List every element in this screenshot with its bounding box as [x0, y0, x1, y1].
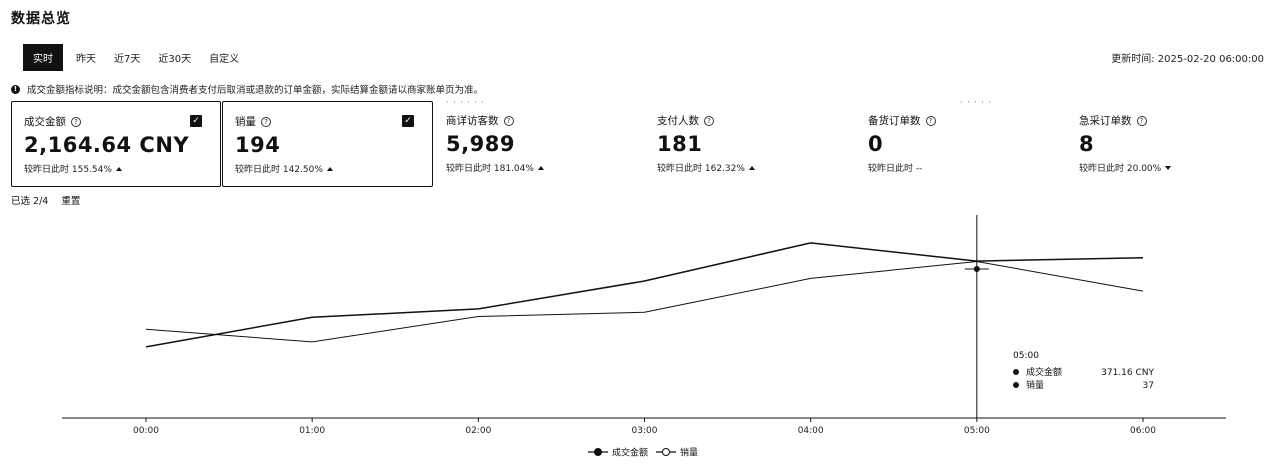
- compare-label: 较昨日此时: [24, 165, 70, 175]
- checkbox-checked[interactable]: ✓: [190, 115, 202, 127]
- help-icon[interactable]: ?: [261, 116, 271, 127]
- metric-card-sales[interactable]: 销量? 194 较昨日此时 142.50% ✓: [222, 101, 433, 187]
- trend-up-icon: [115, 167, 122, 171]
- legend-filled-dot-icon: [594, 448, 602, 456]
- notice-text: 成交金额指标说明：成交金额包含消费者支付后取消或退款的订单金额，实际结算金额请以…: [27, 85, 484, 96]
- tab-30days[interactable]: 近30天: [158, 54, 192, 65]
- tooltip-dot-icon: [1013, 369, 1019, 375]
- page-title: 数据总览: [11, 11, 71, 27]
- metric-cards: 成交金额? 2,164.64 CNY 较昨日此时 155.54% ✓ 销量? 1…: [11, 98, 1271, 187]
- tooltip-value: 371.16 CNY: [1101, 368, 1154, 378]
- legend-label[interactable]: 销量: [680, 447, 698, 459]
- legend-hollow-dot-icon: [662, 448, 670, 456]
- tab-7days[interactable]: 近7天: [114, 54, 141, 65]
- x-tick-label: 04:00: [798, 426, 824, 436]
- x-tick-label: 02:00: [465, 426, 491, 436]
- selected-count: 已选 2/4: [11, 196, 49, 207]
- compare-value: 181.04%: [493, 164, 534, 174]
- compare-label: 较昨日此时: [446, 164, 492, 174]
- tab-yesterday[interactable]: 昨天: [76, 54, 96, 65]
- tab-custom[interactable]: 自定义: [209, 54, 240, 65]
- help-icon[interactable]: ?: [704, 115, 714, 126]
- compare-label: 较昨日此时: [868, 164, 914, 174]
- compare-value: --: [915, 164, 923, 174]
- trend-down-icon: [1165, 166, 1172, 170]
- reset-button[interactable]: 重置: [61, 196, 81, 207]
- help-icon[interactable]: ?: [503, 115, 514, 126]
- trend-chart[interactable]: 00:00 01:00 02:00 03:00 04:00 05:00 06:00 05:0…: [0, 205, 1280, 473]
- trend-up-icon: [326, 167, 333, 171]
- metric-label: 销量: [235, 116, 256, 128]
- date-range-tabs: 实时 昨天 近7天 近30天 自定义: [23, 44, 257, 71]
- metric-card-visitors[interactable]: · · · · · · 商详访客数? 5,989 较昨日此时 181.04%: [434, 98, 644, 187]
- hover-point: [973, 266, 980, 272]
- metric-label: 支付人数: [657, 115, 699, 127]
- metric-label: 急采订单数: [1079, 115, 1132, 127]
- metric-label: 备货订单数: [868, 115, 921, 127]
- tooltip-label: 销量: [1026, 379, 1044, 391]
- metric-value: 5,989: [446, 132, 515, 156]
- selection-summary: 已选 2/4 重置: [11, 193, 80, 207]
- drag-dots: · · · · ·: [960, 98, 992, 107]
- tooltip-value: 37: [1143, 381, 1154, 391]
- updated-time: 更新时间: 2025-02-20 06:00:00: [1111, 54, 1264, 65]
- help-icon[interactable]: ?: [71, 116, 81, 127]
- metric-value: 8: [1079, 132, 1095, 156]
- metric-card-gmv[interactable]: 成交金额? 2,164.64 CNY 较昨日此时 155.54% ✓: [11, 101, 221, 187]
- metric-value: 181: [657, 132, 703, 156]
- checkbox-checked[interactable]: ✓: [402, 115, 414, 127]
- legend-label[interactable]: 成交金额: [612, 447, 648, 459]
- series-line-sales: [145, 260, 1144, 343]
- metric-card-buyers[interactable]: 支付人数? 181 较昨日此时 162.32%: [645, 101, 855, 187]
- info-icon: !: [11, 84, 20, 94]
- metric-value: 2,164.64 CNY: [24, 133, 190, 157]
- trend-up-icon: [748, 166, 755, 170]
- compare-label: 较昨日此时: [657, 164, 703, 174]
- tooltip-label: 成交金额: [1026, 366, 1062, 378]
- compare-label: 较昨日此时: [235, 165, 281, 175]
- x-tick-label: 06:00: [1130, 426, 1156, 436]
- compare-value: 155.54%: [71, 165, 112, 175]
- trend-up-icon: [537, 166, 544, 170]
- tooltip-dot-icon: [1013, 382, 1019, 388]
- compare-label: 较昨日此时: [1079, 164, 1125, 174]
- series-line-gmv: [145, 242, 1144, 348]
- x-tick-label: 01:00: [299, 426, 325, 436]
- help-icon[interactable]: ?: [1136, 115, 1147, 126]
- compare-value: 20.00%: [1126, 164, 1162, 174]
- x-tick-label: 05:00: [964, 426, 990, 436]
- tooltip-time: 05:00: [1013, 351, 1039, 361]
- metric-value: 194: [235, 133, 281, 157]
- drag-dots: · · · · · ·: [446, 98, 485, 107]
- metric-card-stock-orders[interactable]: · · · · · 备货订单数? 0 较昨日此时 --: [856, 98, 1066, 187]
- help-icon[interactable]: ?: [925, 115, 936, 126]
- x-tick-label: 00:00: [133, 426, 159, 436]
- tab-realtime[interactable]: 实时: [23, 44, 63, 71]
- metric-value: 0: [868, 132, 884, 156]
- compare-value: 142.50%: [282, 165, 323, 175]
- metric-label: 成交金额: [24, 116, 66, 128]
- compare-value: 162.32%: [704, 164, 745, 174]
- metric-label: 商详访客数: [446, 115, 499, 127]
- metric-card-urgent-orders[interactable]: 急采订单数? 8 较昨日此时 20.00%: [1067, 101, 1271, 187]
- gmv-notice: ! 成交金额指标说明：成交金额包含消费者支付后取消或退款的订单金额，实际结算金额…: [11, 82, 483, 96]
- x-tick-label: 03:00: [632, 426, 658, 436]
